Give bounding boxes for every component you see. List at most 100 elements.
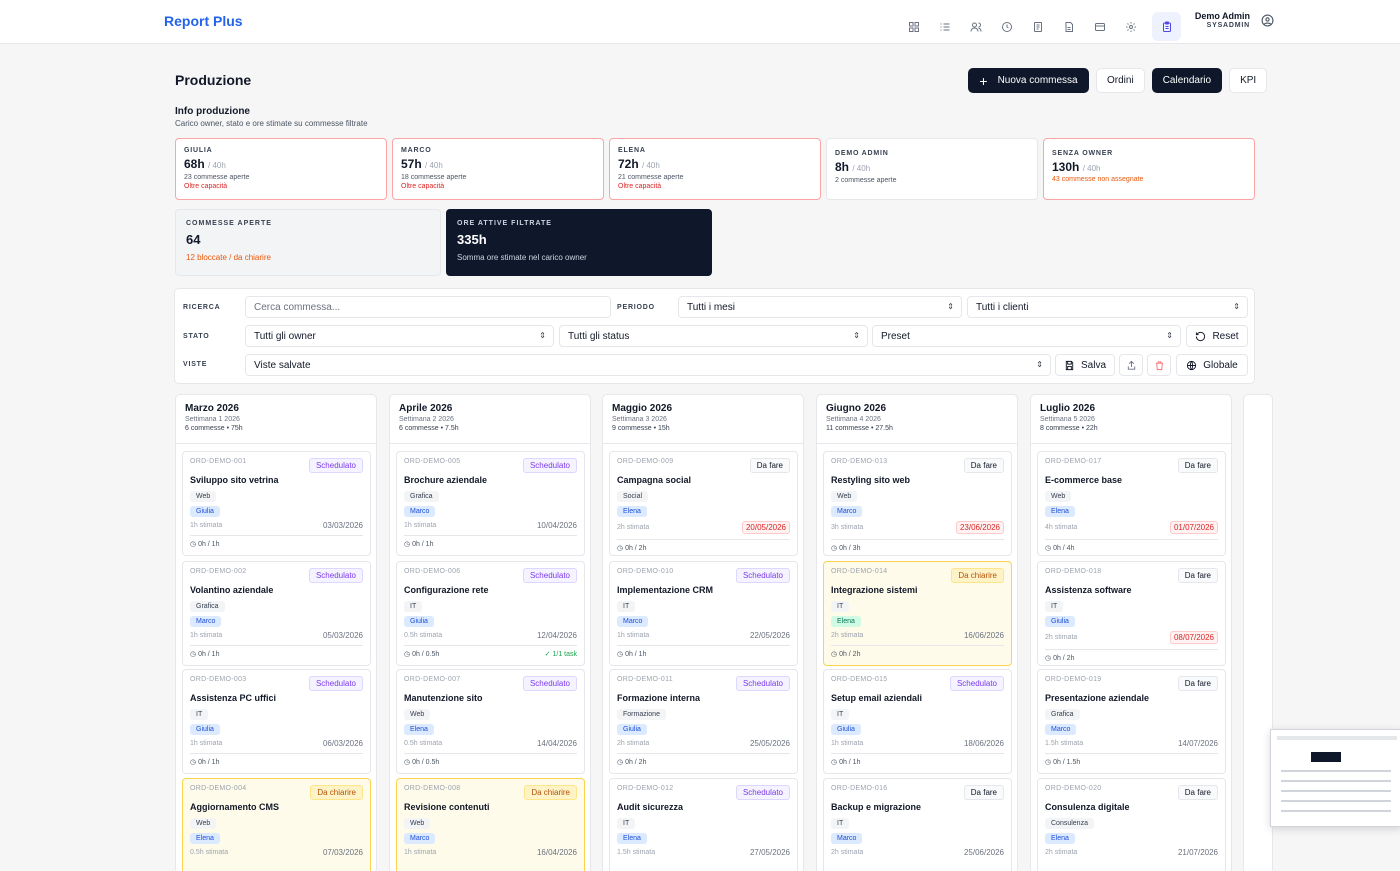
saved-views-select[interactable]: Viste salvate ⇕ — [245, 354, 1051, 376]
status-badge: Da fare — [1177, 568, 1218, 583]
saved-views-value: Viste salvate — [254, 359, 311, 371]
owner-name: MARCO — [401, 147, 432, 154]
owner-tag: Elena — [617, 506, 647, 517]
gear-icon[interactable] — [1115, 17, 1146, 37]
order-card[interactable]: ORD-DEMO-001 Schedulato Sviluppo sito ve… — [182, 451, 371, 556]
top-bar: Report Plus Demo Admin SYSADMIN — [0, 0, 1400, 44]
list-icon[interactable] — [929, 17, 960, 37]
reset-button[interactable]: Reset — [1186, 325, 1248, 347]
avatar-icon[interactable] — [1261, 14, 1274, 27]
card-icon[interactable] — [1084, 17, 1115, 37]
order-card[interactable]: ORD-DEMO-002 Schedulato Volantino aziend… — [182, 561, 371, 666]
save-button[interactable]: Salva — [1055, 354, 1115, 376]
document-icon[interactable] — [1022, 17, 1053, 37]
order-card[interactable]: ORD-DEMO-010 Schedulato Implementazione … — [609, 561, 798, 666]
search-input[interactable]: Cerca commessa... — [245, 296, 611, 318]
global-button[interactable]: Globale — [1176, 354, 1248, 376]
order-card[interactable]: ORD-DEMO-011 Schedulato Formazione inter… — [609, 669, 798, 774]
order-card[interactable]: ORD-DEMO-003 Schedulato Assistenza PC uf… — [182, 669, 371, 774]
clipboard-icon[interactable] — [1152, 12, 1181, 41]
order-title: Consulenza digitale — [1045, 802, 1130, 812]
share-button[interactable] — [1119, 354, 1143, 376]
kpi-button[interactable]: KPI — [1229, 68, 1268, 93]
owner-tag: Giulia — [1045, 616, 1075, 627]
owner-warning: Oltre capacità — [401, 183, 445, 190]
period-select[interactable]: Tutti i mesi ⇕ — [678, 296, 962, 318]
order-card[interactable]: ORD-DEMO-017 Da fare E-commerce base Web… — [1037, 451, 1226, 556]
status-select[interactable]: Tutti gli status ⇕ — [559, 325, 868, 347]
estimate-row: 1.5h stimata 14/07/2026 — [1045, 739, 1218, 748]
file-icon[interactable] — [1053, 17, 1084, 37]
order-card[interactable]: ORD-DEMO-012 Schedulato Audit sicurezza … — [609, 778, 798, 871]
order-code: ORD-DEMO-012 — [617, 785, 674, 792]
order-title: Aggiornamento CMS — [190, 802, 279, 812]
estimate-row: 2h stimata 25/06/2026 — [831, 848, 1004, 857]
dashboard-icon[interactable] — [898, 17, 929, 37]
owner-card[interactable]: ELENA 72h / 40h 21 commesse aperte Oltre ca… — [609, 138, 821, 200]
clock-icon[interactable] — [991, 17, 1022, 37]
status-badge: Schedulato — [735, 568, 790, 583]
order-card[interactable]: ORD-DEMO-018 Da fare Assistenza software… — [1037, 561, 1226, 666]
order-code: ORD-DEMO-002 — [190, 568, 247, 575]
owners-select[interactable]: Tutti gli owner ⇕ — [245, 325, 554, 347]
board-column: Aprile 2026 Settimana 2 2026 6 commesse … — [389, 394, 591, 871]
delete-button[interactable] — [1147, 354, 1171, 376]
owner-tag: Giulia — [190, 724, 220, 735]
order-card[interactable]: ORD-DEMO-019 Da fare Presentazione azien… — [1037, 669, 1226, 774]
order-card[interactable]: ORD-DEMO-014 Da chiarire Integrazione si… — [823, 561, 1012, 666]
order-card[interactable]: ORD-DEMO-020 Da fare Consulenza digitale… — [1037, 778, 1226, 871]
owner-orders: 21 commesse aperte — [618, 174, 684, 181]
owner-card[interactable]: SENZA OWNER 130h / 40h 43 commesse non ass… — [1043, 138, 1255, 200]
order-card[interactable]: ORD-DEMO-009 Da fare Campagna social Soc… — [609, 451, 798, 556]
estimate-row: 1.5h stimata 27/05/2026 — [617, 848, 790, 857]
order-card[interactable]: ORD-DEMO-008 Da chiarire Revisione conte… — [396, 778, 585, 871]
order-card[interactable]: ORD-DEMO-016 Da fare Backup e migrazione… — [823, 778, 1012, 871]
order-card[interactable]: ORD-DEMO-006 Schedulato Configurazione r… — [396, 561, 585, 666]
chevron-updown-icon: ⇕ — [539, 331, 546, 340]
progress-value: 0h / 0.5h — [412, 759, 440, 766]
brand-logo[interactable]: Report Plus — [164, 13, 243, 29]
due-date: 16/06/2026 — [963, 631, 1004, 640]
open-orders-sub: 12 bloccate / da chiarire — [186, 253, 271, 262]
order-card[interactable]: ORD-DEMO-015 Schedulato Setup email azie… — [823, 669, 1012, 774]
preset-select[interactable]: Preset ⇕ — [872, 325, 1181, 347]
column-month: Aprile 2026 — [399, 403, 453, 414]
orders-button[interactable]: Ordini — [1096, 68, 1145, 93]
trash-icon — [1155, 360, 1163, 370]
clients-value: Tutti i clienti — [976, 301, 1029, 313]
filters-panel: RICERCA Cerca commessa... PERIODO Tutti … — [174, 288, 1255, 384]
minimap[interactable] — [1270, 729, 1400, 827]
column-count: 6 commesse • 75h — [185, 425, 243, 432]
clients-select[interactable]: Tutti i clienti ⇕ — [967, 296, 1248, 318]
owner-orders: 18 commesse aperte — [401, 174, 467, 181]
column-week: Settimana 2 2026 — [399, 416, 454, 423]
new-order-button[interactable]: + Nuova commessa — [968, 68, 1089, 93]
order-title: Restyling sito web — [831, 475, 911, 485]
order-card[interactable]: ORD-DEMO-007 Schedulato Manutenzione sit… — [396, 669, 585, 774]
category-tag: IT — [404, 601, 423, 612]
owner-capacity: / 40h — [425, 161, 443, 170]
order-code: ORD-DEMO-020 — [1045, 785, 1102, 792]
owner-card[interactable]: DEMO ADMIN 8h / 40h 2 commesse aperte — [826, 138, 1038, 200]
users-icon[interactable] — [960, 17, 991, 37]
column-header: Giugno 2026 Settimana 4 2026 11 commesse… — [817, 395, 1017, 444]
due-date: 22/05/2026 — [749, 631, 790, 640]
views-label: VISTE — [183, 361, 208, 368]
order-card[interactable]: ORD-DEMO-004 Da chiarire Aggiornamento C… — [182, 778, 371, 871]
calendar-button[interactable]: Calendario — [1151, 68, 1223, 93]
category-tag: Grafica — [404, 491, 439, 502]
progress: ◷ 0h / 2h — [617, 545, 647, 552]
due-date: 18/06/2026 — [963, 739, 1004, 748]
column-week: Settimana 1 2026 — [185, 416, 240, 423]
owner-tag: Elena — [190, 833, 220, 844]
owner-warning: Oltre capacità — [618, 183, 662, 190]
order-title: Backup e migrazione — [831, 802, 922, 812]
owner-capacity: / 40h — [642, 161, 660, 170]
board-column: Maggio 2026 Settimana 3 2026 9 commesse … — [602, 394, 804, 871]
order-card[interactable]: ORD-DEMO-013 Da fare Restyling sito web … — [823, 451, 1012, 556]
order-card[interactable]: ORD-DEMO-005 Schedulato Brochure azienda… — [396, 451, 585, 556]
owner-card[interactable]: GIULIA 68h / 40h 23 commesse aperte Oltre c… — [175, 138, 387, 200]
order-code: ORD-DEMO-009 — [617, 458, 674, 465]
owner-card[interactable]: MARCO 57h / 40h 18 commesse aperte Oltre ca… — [392, 138, 604, 200]
user-menu[interactable]: Demo Admin SYSADMIN — [1186, 10, 1250, 29]
